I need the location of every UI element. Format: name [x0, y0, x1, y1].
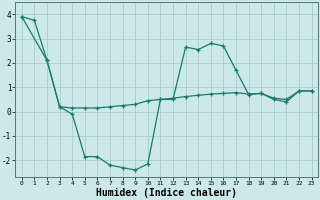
X-axis label: Humidex (Indice chaleur): Humidex (Indice chaleur) [96, 188, 237, 198]
